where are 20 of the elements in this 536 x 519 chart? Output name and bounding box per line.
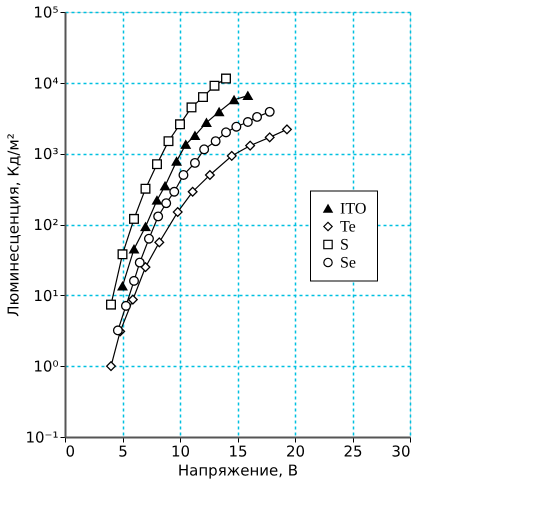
x-axis-title: Напряжение, В: [178, 462, 298, 480]
x-tick-label: 10: [170, 442, 190, 460]
y-tick-label: 10⁻¹: [25, 428, 58, 446]
y-tick-label: 10⁵: [33, 4, 58, 22]
y-tick-label: 10³: [33, 145, 58, 164]
legend-label: ITO: [340, 200, 366, 218]
legend-label: S: [340, 236, 349, 254]
x-tick-label: 30: [391, 442, 410, 460]
x-tick-label: 5: [118, 442, 128, 460]
y-tick-label: 10²: [33, 216, 58, 234]
x-tick-label: 20: [286, 442, 306, 460]
y-axis-title: Люминесценция, Кд/м²: [4, 133, 22, 317]
legend-label: Se: [340, 254, 356, 272]
x-tick-label: 15: [228, 442, 248, 460]
legend-label: Te: [340, 218, 356, 236]
x-tick-label: 25: [343, 442, 363, 460]
x-tick-label: 0: [66, 442, 76, 460]
y-tick-label: 10⁰: [33, 358, 58, 376]
y-tick-label: 10¹: [33, 286, 58, 305]
y-tick-label: 10⁴: [33, 74, 58, 92]
